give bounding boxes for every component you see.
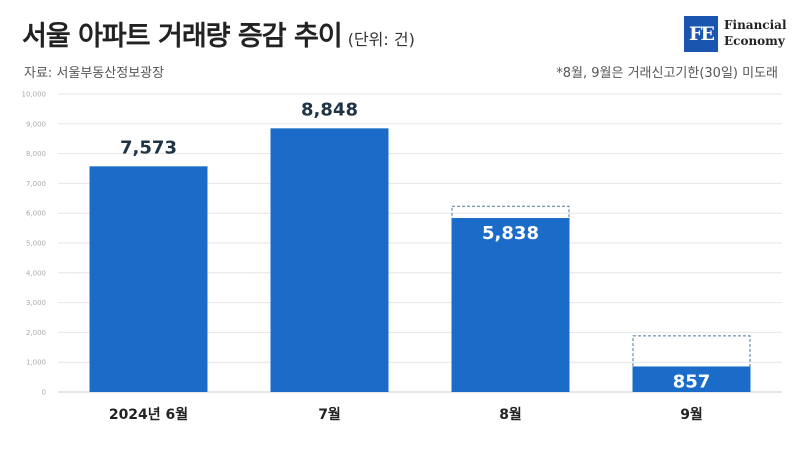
data-label: 8,848 xyxy=(301,99,358,120)
y-tick-label: 5,000 xyxy=(26,240,46,248)
data-label: 857 xyxy=(673,371,711,392)
title-text: 서울 아파트 거래량 증감 추이 xyxy=(22,21,343,52)
logo-text: Financial Economy xyxy=(724,17,787,49)
data-label: 5,838 xyxy=(482,223,539,244)
unit-label: (단위: 건) xyxy=(347,30,415,49)
bar xyxy=(632,366,751,392)
x-tick-label: 7월 xyxy=(318,406,341,423)
y-tick-label: 1,000 xyxy=(26,359,46,367)
x-tick-label: 9월 xyxy=(680,406,703,423)
bar xyxy=(451,218,570,392)
x-tick-label: 8월 xyxy=(499,406,522,423)
bar xyxy=(89,166,208,392)
publisher-logo: FE Financial Economy xyxy=(684,16,787,52)
y-tick-label: 7,000 xyxy=(26,180,46,188)
logo-line-2: Economy xyxy=(724,34,785,48)
logo-mark-icon: FE xyxy=(684,16,718,52)
y-tick-label: 6,000 xyxy=(26,210,46,218)
x-tick-label: 2024년 6월 xyxy=(109,406,188,423)
y-tick-label: 9,000 xyxy=(26,120,46,128)
y-tick-label: 10,000 xyxy=(22,91,47,99)
y-tick-label: 0 xyxy=(42,389,46,397)
footnote-label: *8월, 9월은 거래신고기한(30일) 미도래 xyxy=(556,66,778,81)
logo-line-1: Financial xyxy=(724,18,787,32)
source-label: 자료: 서울부동산정보광장 xyxy=(24,66,165,81)
y-tick-label: 3,000 xyxy=(26,299,46,307)
y-tick-label: 2,000 xyxy=(26,329,46,337)
bar xyxy=(270,128,389,393)
data-label: 7,573 xyxy=(120,137,177,158)
y-tick-label: 4,000 xyxy=(26,269,46,277)
chart-title: 서울 아파트 거래량 증감 추이 (단위: 건) xyxy=(22,14,415,53)
y-tick-label: 8,000 xyxy=(26,150,46,158)
